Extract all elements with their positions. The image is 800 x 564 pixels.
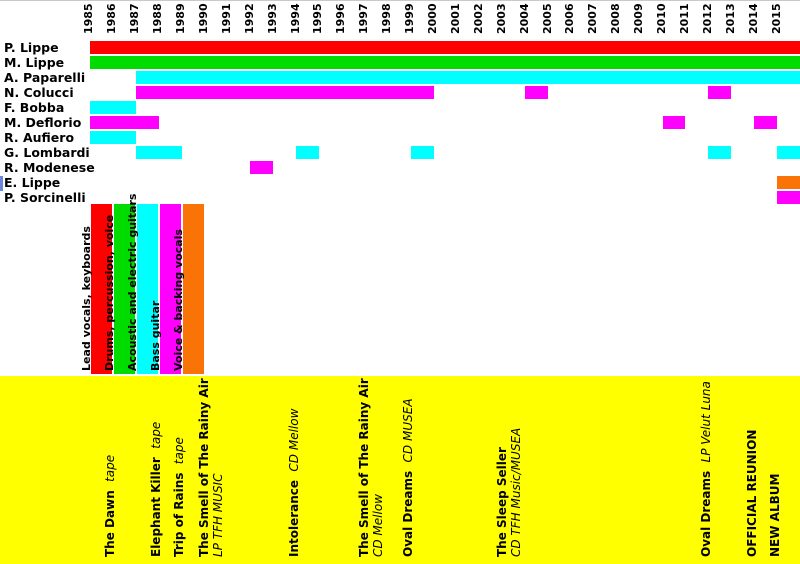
album-entry: Oval Dreams CD MUSEA	[401, 398, 416, 557]
discography-section: DISCOGRAPHY The Dawn tape Elephant Killer…	[0, 348, 800, 564]
year-label: 1995	[311, 3, 325, 34]
member-name: E. Lippe	[4, 175, 61, 190]
legend-label: Bass guitar	[149, 300, 163, 371]
member-name: R. Modenese	[4, 160, 95, 175]
year-label: 2003	[494, 3, 508, 34]
year-label: 2000	[426, 3, 439, 34]
legend-swatch	[91, 204, 112, 374]
member-name: M. Deflorio	[4, 115, 82, 130]
member-name: F. Bobba	[4, 100, 65, 115]
legend-swatch	[113, 204, 135, 374]
year-label: 2005	[540, 3, 554, 34]
album-entry: OFFICIAL REUNION	[744, 429, 759, 557]
legend-swatch	[136, 204, 158, 374]
legend-label: Acoustic and electric guitars	[126, 193, 140, 371]
left-edge-artifact	[0, 176, 3, 191]
membership-bar	[90, 101, 136, 114]
year-label: 1997	[357, 3, 371, 34]
membership-bar	[525, 86, 549, 99]
year-label: 2002	[471, 3, 485, 34]
legend-swatch	[159, 204, 181, 374]
membership-bar	[410, 146, 434, 159]
year-label: 2006	[563, 3, 577, 34]
year-label: 2014	[746, 3, 760, 34]
membership-bar	[708, 146, 732, 159]
year-label: 1993	[265, 3, 279, 34]
year-label: 1985	[82, 3, 96, 34]
year-label: 2011	[677, 3, 691, 34]
year-label: 2012	[700, 3, 714, 34]
membership-bar	[90, 116, 159, 129]
membership-bar	[777, 191, 800, 204]
membership-bar	[135, 86, 434, 99]
album-entry: Oval Dreams LP Velut Luna	[698, 381, 713, 557]
membership-bar	[90, 41, 800, 54]
year-label: 2010	[655, 3, 669, 34]
year-label: 2008	[609, 3, 623, 34]
year-label: 1987	[128, 3, 142, 34]
membership-bar	[296, 146, 320, 159]
member-name: R. Aufiero	[4, 130, 75, 145]
legend-swatch	[182, 204, 204, 374]
year-label: 1999	[403, 3, 417, 34]
membership-bar	[777, 176, 800, 189]
legend-label: Drums, percussion, voice	[103, 214, 117, 371]
member-name: P. Sorcinelli	[4, 190, 86, 205]
year-label: 1991	[219, 3, 233, 34]
album-entry: NEW ALBUM	[767, 473, 782, 557]
member-name: N. Colucci	[4, 85, 74, 100]
album-entry: Elephant Killer tape	[149, 421, 164, 557]
membership-bar	[777, 146, 800, 159]
legend-label: Lead vocals, keyboards	[80, 226, 94, 371]
membership-bar	[90, 131, 136, 144]
year-label: 2015	[769, 3, 783, 34]
year-label: 1996	[334, 3, 348, 34]
member-name: A. Paparelli	[4, 70, 86, 85]
year-label: 2001	[448, 3, 462, 34]
year-label: 1992	[242, 3, 256, 34]
membership-bar	[250, 161, 274, 174]
album-entry: Intolerance CD Mellow	[286, 408, 301, 557]
album-entry: The Smell of The Rainy Air CD Mellow	[357, 378, 386, 557]
legend-label: Voice & backing vocals	[172, 229, 186, 371]
membership-bar	[135, 146, 182, 159]
year-label: 1998	[380, 3, 394, 34]
top-edge-line	[0, 0, 800, 1]
membership-bar	[708, 86, 732, 99]
year-label: 2009	[632, 3, 646, 34]
year-label: 1994	[288, 3, 302, 34]
year-label: 1988	[151, 3, 165, 34]
year-label: 1990	[196, 3, 210, 34]
membership-bar	[90, 56, 800, 69]
year-label: 1989	[174, 3, 188, 34]
year-label: 2007	[586, 3, 600, 34]
year-label: 1986	[105, 3, 119, 34]
membership-bar	[135, 71, 800, 84]
member-name: M. Lippe	[4, 55, 65, 70]
membership-bar	[662, 116, 686, 129]
album-entry: Trip of Rains tape	[172, 437, 187, 557]
album-entry: The Dawn tape	[103, 454, 118, 557]
member-name: G. Lombardi	[4, 145, 90, 160]
album-entry: The Sleep Seller CD TFH Music/MUSEA	[494, 427, 523, 557]
album-entry: The Smell of The Rainy Air LP TFH MUSIC	[196, 378, 225, 557]
year-label: 2013	[723, 3, 737, 34]
member-name: P. Lippe	[4, 40, 59, 55]
year-label: 2004	[517, 3, 531, 34]
membership-bar	[754, 116, 778, 129]
discography-title: DISCOGRAPHY	[0, 348, 4, 558]
